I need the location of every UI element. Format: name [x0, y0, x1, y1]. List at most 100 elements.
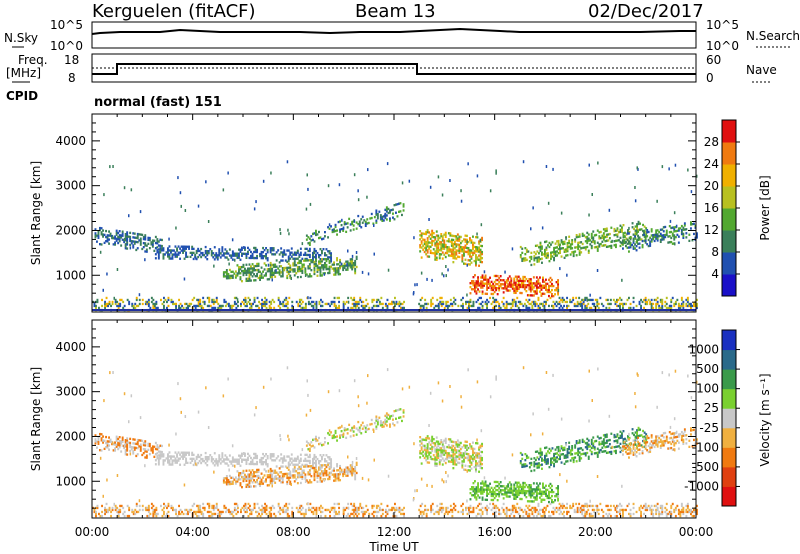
power-cell: [472, 241, 474, 244]
power-cell: [637, 228, 640, 232]
velocity-cell: [272, 479, 275, 483]
power-cell: [591, 302, 594, 306]
velocity-cell: [367, 427, 370, 431]
power-cell: [528, 278, 531, 281]
power-speck: [346, 263, 348, 267]
velocity-cell: [447, 460, 450, 463]
velocity-cell: [102, 441, 105, 444]
power-speck: [690, 190, 693, 194]
power-cell: [577, 247, 580, 251]
power-cell: [649, 244, 652, 247]
velocity-cell: [480, 492, 483, 495]
velocity-cell: [327, 473, 330, 477]
velocity-cell: [399, 416, 402, 419]
velocity-cell: [129, 437, 132, 441]
velocity-cell: [334, 479, 337, 482]
velocity-cell: [548, 451, 551, 455]
power-cell: [486, 302, 489, 306]
power-cell: [319, 272, 322, 275]
velocity-cell: [492, 498, 495, 502]
velocity-cell: [286, 482, 289, 486]
velocity-cell: [539, 463, 542, 467]
power-cell: [620, 298, 623, 302]
power-cell: [516, 287, 519, 291]
power-cell: [623, 235, 626, 238]
power-cell: [431, 296, 434, 300]
velocity-cell: [483, 490, 486, 493]
power-cell: [650, 306, 653, 310]
power-cell: [420, 256, 423, 259]
power-speck: [669, 219, 672, 223]
power-cell: [145, 244, 148, 247]
velocity-cell: [426, 455, 429, 458]
velocity-cell: [225, 475, 228, 478]
velocity-cell: [248, 469, 251, 472]
power-cell: [694, 226, 697, 229]
power-cell: [575, 254, 578, 257]
velocity-cell: [537, 484, 540, 487]
power-cell: [486, 304, 489, 308]
power-cell: [231, 250, 234, 253]
power-cell: [598, 237, 601, 240]
velocity-cell: [177, 457, 180, 460]
power-cell: [544, 250, 546, 254]
power-cell: [524, 253, 527, 256]
velocity-cell: [301, 475, 304, 479]
power-cell: [358, 224, 361, 227]
power-cell: [256, 268, 259, 272]
power-cell: [101, 298, 104, 302]
velocity-cell: [126, 441, 129, 444]
power-cell: [637, 222, 640, 226]
velocity-cell: [292, 459, 295, 462]
velocity-cell: [339, 466, 342, 470]
velocity-cell: [318, 466, 320, 469]
power-cell: [172, 300, 174, 304]
velocity-cell: [307, 455, 310, 459]
velocity-cell: [315, 466, 317, 469]
power-cell: [530, 251, 533, 255]
velocity-cell: [316, 470, 319, 473]
power-cell: [487, 286, 490, 290]
velocity-cell: [198, 459, 201, 463]
power-cell: [368, 306, 371, 310]
velocity-cell: [542, 486, 544, 489]
power-cell: [315, 264, 317, 268]
power-cell: [93, 304, 96, 308]
power-cell: [640, 306, 643, 310]
power-cell: [693, 302, 695, 306]
velocity-cell: [292, 468, 295, 471]
velocity-cell: [269, 473, 272, 477]
velocity-cell: [426, 451, 429, 454]
velocity-cell: [551, 488, 553, 492]
power-cell: [318, 260, 320, 263]
power-cell: [299, 253, 302, 257]
velocity-cell: [423, 452, 426, 456]
power-cell: [153, 304, 156, 308]
power-cell: [375, 300, 378, 304]
power-cell: [366, 222, 369, 225]
velocity-cell: [286, 474, 289, 478]
velocity-cell: [429, 447, 432, 450]
power-cell: [438, 242, 441, 246]
velocity-cell: [441, 445, 444, 448]
velocity-cell: [268, 474, 271, 477]
power-cell: [265, 257, 268, 260]
power-cell: [425, 243, 428, 246]
power-cell: [602, 228, 605, 231]
power-cell: [492, 306, 495, 310]
velocity-cell: [479, 450, 482, 454]
power-cell: [337, 263, 340, 266]
velocity-cell: [269, 479, 272, 483]
power-speck: [668, 167, 670, 171]
power-cell: [419, 250, 422, 253]
power-cell: [197, 247, 200, 251]
velocity-cell: [225, 477, 228, 480]
power-cell: [537, 282, 540, 285]
power-cell: [492, 286, 495, 290]
power-cell: [545, 286, 547, 290]
power-cell: [458, 249, 461, 253]
power-cell: [218, 254, 221, 257]
power-cell: [495, 298, 498, 302]
power-cell: [399, 210, 402, 213]
power-cell: [399, 202, 402, 205]
